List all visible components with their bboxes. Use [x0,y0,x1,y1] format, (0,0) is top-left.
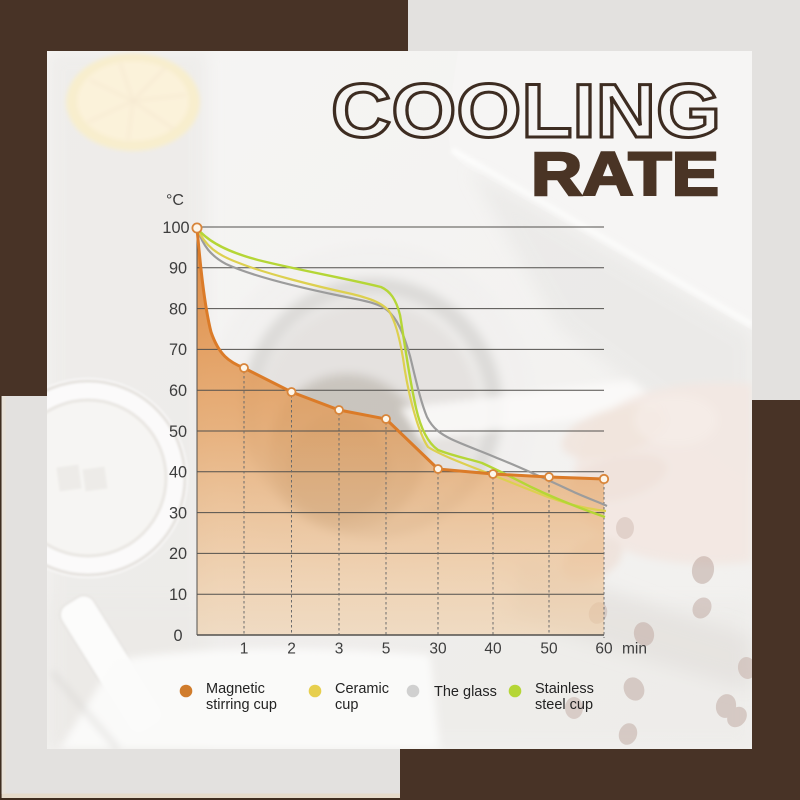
svg-text:80: 80 [169,300,187,318]
svg-text:The glass: The glass [434,684,497,700]
svg-text:2: 2 [287,641,296,658]
svg-text:min: min [622,641,647,658]
svg-text:5: 5 [382,641,391,658]
svg-text:0: 0 [173,627,182,645]
svg-text:stirring cup: stirring cup [206,697,277,713]
svg-text:Magnetic: Magnetic [206,681,265,697]
svg-text:3: 3 [335,641,344,658]
svg-text:40: 40 [169,464,187,482]
svg-text:30: 30 [429,641,447,658]
svg-text:steel cup: steel cup [535,697,593,713]
svg-text:70: 70 [169,341,187,359]
svg-text:90: 90 [169,260,187,278]
svg-text:°C: °C [166,192,184,209]
svg-text:40: 40 [484,641,502,658]
svg-text:cup: cup [335,697,358,713]
svg-text:100: 100 [162,219,189,237]
svg-text:Ceramic: Ceramic [335,681,389,697]
svg-text:Stainless: Stainless [535,681,594,697]
svg-text:20: 20 [169,545,187,563]
svg-text:RATE: RATE [531,140,719,208]
svg-text:60: 60 [169,382,187,400]
svg-text:60: 60 [595,641,613,658]
svg-text:30: 30 [169,504,187,522]
svg-text:1: 1 [240,641,249,658]
svg-text:10: 10 [169,586,187,604]
svg-text:50: 50 [540,641,558,658]
svg-text:COOLING: COOLING [331,69,721,154]
svg-text:50: 50 [169,423,187,441]
